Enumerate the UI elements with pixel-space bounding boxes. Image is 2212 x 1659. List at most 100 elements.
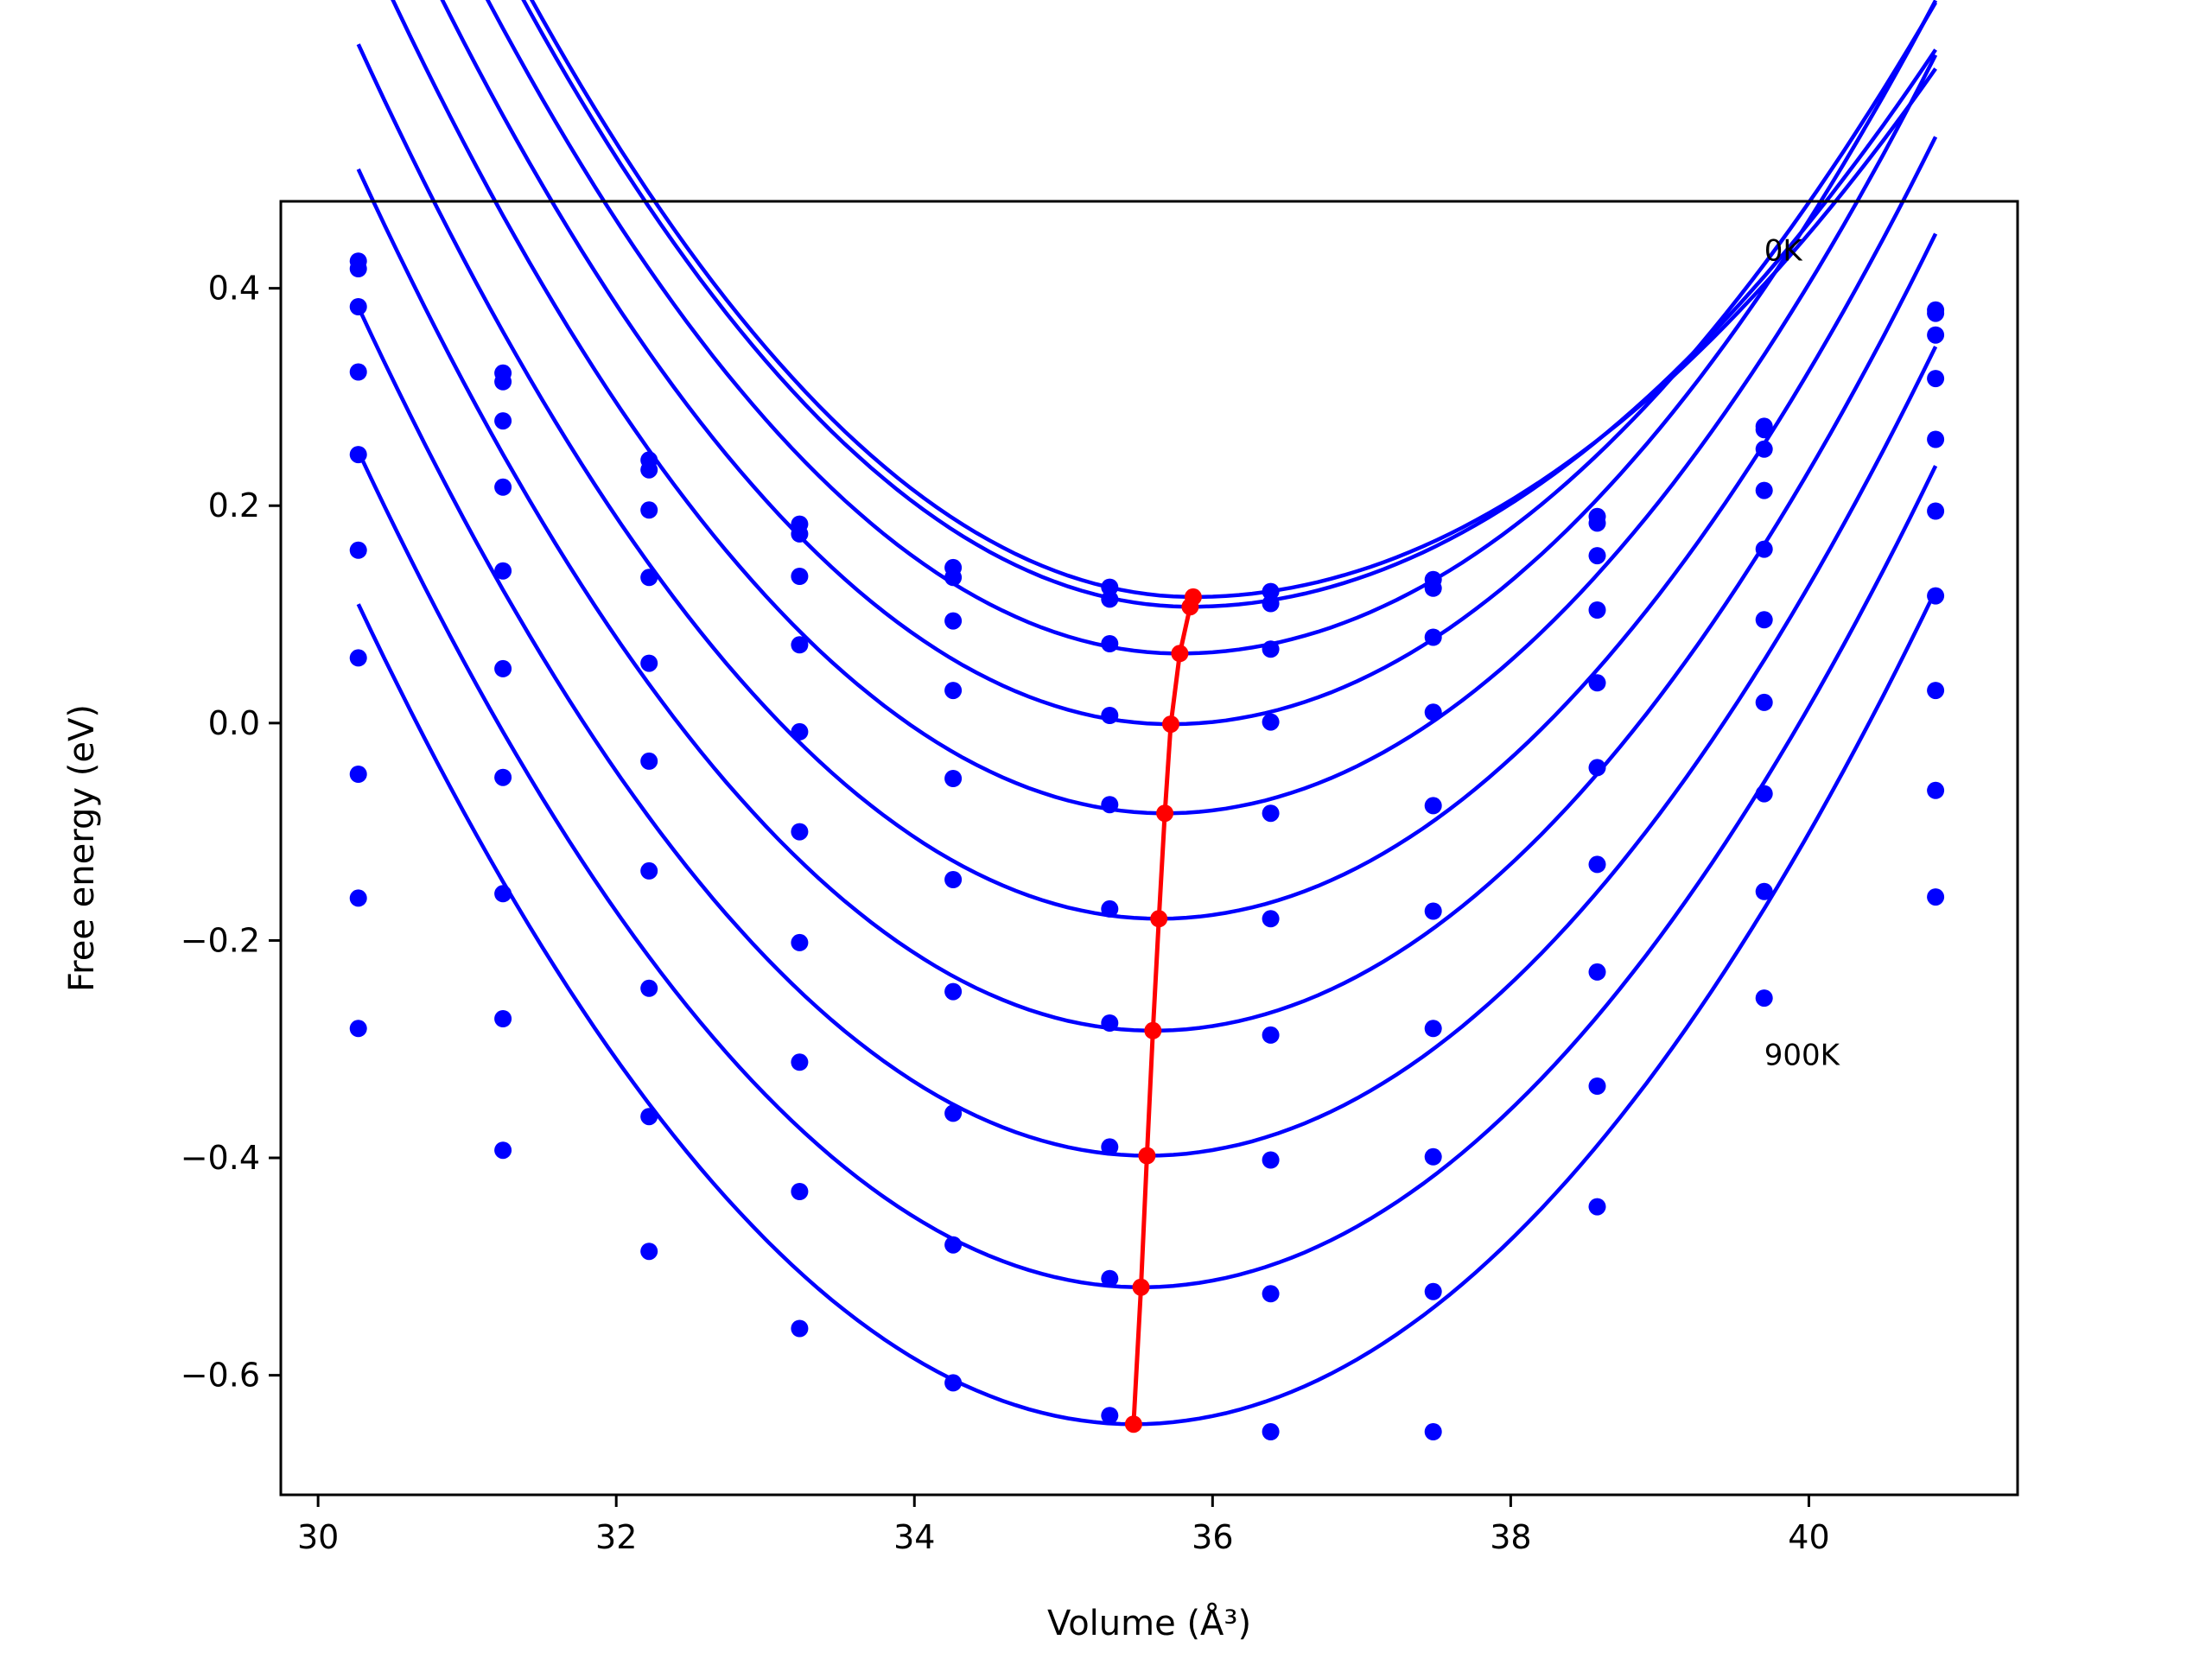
- data-point: [1927, 304, 1945, 322]
- x-tick-label: 38: [1490, 1518, 1531, 1556]
- data-point: [1588, 547, 1606, 565]
- data-point: [791, 1053, 809, 1071]
- data-point: [944, 1374, 963, 1392]
- x-tick-label: 32: [595, 1518, 637, 1556]
- fit-curve-0: [529, 0, 1937, 600]
- data-point: [494, 659, 512, 677]
- data-point: [1588, 963, 1606, 981]
- data-point: [1927, 682, 1945, 700]
- data-point: [1588, 1198, 1606, 1216]
- x-axis-title: Volume (Å³): [1047, 1602, 1251, 1643]
- y-tick-label: −0.2: [181, 921, 260, 959]
- data-point: [1101, 635, 1119, 652]
- data-point: [1927, 888, 1945, 906]
- data-point: [944, 1104, 963, 1122]
- data-point: [1755, 421, 1773, 439]
- y-tick-label: 0.0: [208, 704, 260, 742]
- fit-curve-5: [356, 43, 1938, 921]
- data-point: [494, 768, 512, 786]
- data-point: [349, 363, 367, 381]
- data-point: [494, 372, 512, 391]
- annotation-0k: 0K: [1764, 234, 1804, 269]
- data-point: [1424, 902, 1442, 920]
- data-point: [1262, 582, 1280, 601]
- data-point: [1262, 1151, 1280, 1169]
- data-point: [640, 501, 658, 519]
- data-point: [494, 1141, 512, 1160]
- data-point: [1262, 910, 1280, 928]
- data-point: [1101, 707, 1119, 724]
- data-point: [349, 298, 367, 315]
- minimum-point: [1144, 1021, 1162, 1039]
- data-point: [1262, 640, 1280, 658]
- data-point: [1588, 759, 1606, 777]
- fit-curve-2: [485, 0, 1938, 656]
- data-point: [349, 1020, 367, 1038]
- data-point: [640, 461, 658, 479]
- data-point: [1424, 797, 1442, 815]
- data-point: [494, 885, 512, 903]
- data-point: [1424, 579, 1442, 597]
- data-point: [1262, 713, 1280, 731]
- data-point: [349, 446, 367, 464]
- data-point: [1588, 674, 1606, 692]
- data-point: [494, 562, 512, 580]
- data-point: [791, 823, 809, 841]
- data-point: [1927, 502, 1945, 520]
- minimum-curve: [1131, 596, 1196, 1425]
- fit-curve-4: [391, 0, 1938, 816]
- data-point: [1755, 540, 1773, 558]
- data-point: [349, 889, 367, 907]
- minimum-point: [1156, 804, 1174, 823]
- data-point: [944, 770, 963, 787]
- data-point: [1262, 594, 1280, 613]
- data-point: [944, 871, 963, 888]
- data-point: [791, 722, 809, 741]
- data-point: [1424, 1020, 1442, 1038]
- x-axis: 30 32 34 36 38 40: [297, 1495, 1830, 1556]
- minimum-point: [1181, 598, 1199, 616]
- data-point: [791, 1183, 809, 1200]
- y-tick-label: −0.4: [181, 1139, 260, 1177]
- x-tick-label: 34: [893, 1518, 935, 1556]
- data-point: [1101, 1014, 1119, 1032]
- data-point: [1262, 804, 1280, 823]
- minimum-point: [1162, 715, 1179, 734]
- minimum-line: [1124, 588, 1202, 1433]
- minimum-point: [1171, 645, 1189, 663]
- data-point: [1755, 481, 1773, 499]
- data-point: [944, 682, 963, 700]
- x-tick-label: 30: [297, 1518, 339, 1556]
- fit-curve-1: [521, 0, 1937, 609]
- data-point: [349, 541, 367, 559]
- data-point: [791, 933, 809, 951]
- data-point: [791, 636, 809, 654]
- data-point: [640, 1108, 658, 1126]
- data-point: [1588, 601, 1606, 619]
- data-point: [1755, 693, 1773, 711]
- data-point: [640, 752, 658, 770]
- data-point: [1755, 785, 1773, 803]
- fit-curve-9: [356, 589, 1938, 1427]
- data-point: [1101, 899, 1119, 918]
- data-point: [1424, 703, 1442, 721]
- plot-frame: [279, 200, 2019, 1497]
- data-point: [640, 979, 658, 997]
- data-point: [640, 861, 658, 880]
- data-point: [1755, 611, 1773, 629]
- minimum-point: [1124, 1415, 1142, 1433]
- data-point: [349, 766, 367, 783]
- data-point: [1101, 1138, 1119, 1156]
- data-point: [1588, 514, 1606, 532]
- fit-curve-6: [356, 168, 1938, 1033]
- data-point: [1927, 326, 1945, 344]
- y-tick-label: 0.2: [208, 486, 260, 524]
- data-point: [1927, 430, 1945, 448]
- data-point: [791, 1319, 809, 1338]
- data-point: [494, 1010, 512, 1027]
- x-tick-label: 36: [1192, 1518, 1233, 1556]
- data-point: [1101, 1407, 1119, 1425]
- data-point: [1101, 796, 1119, 814]
- fit-curve-3: [440, 0, 1938, 727]
